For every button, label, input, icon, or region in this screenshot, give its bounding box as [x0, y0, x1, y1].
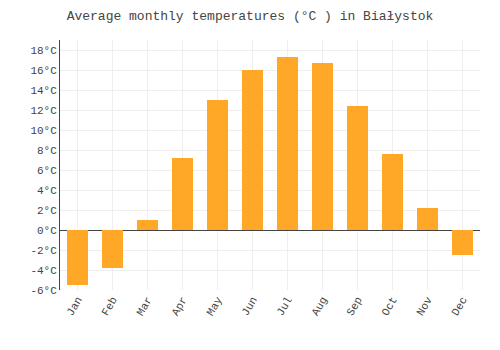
- svg-text:16°C: 16°C: [30, 65, 57, 77]
- svg-text:Average monthly temperatures (: Average monthly temperatures (°C ) in Bi…: [67, 9, 434, 24]
- svg-text:4°C: 4°C: [37, 185, 57, 197]
- svg-text:2°C: 2°C: [37, 205, 57, 217]
- svg-text:18°C: 18°C: [30, 45, 57, 57]
- svg-text:-2°C: -2°C: [30, 245, 57, 257]
- svg-text:Nov: Nov: [415, 294, 435, 317]
- svg-text:10°C: 10°C: [30, 125, 57, 137]
- svg-text:May: May: [205, 294, 225, 317]
- svg-text:Aug: Aug: [310, 295, 330, 318]
- svg-text:14°C: 14°C: [30, 85, 57, 97]
- svg-text:0°C: 0°C: [37, 225, 57, 237]
- svg-text:12°C: 12°C: [30, 105, 57, 117]
- svg-text:6°C: 6°C: [37, 165, 57, 177]
- svg-text:8°C: 8°C: [37, 145, 57, 157]
- svg-text:Apr: Apr: [170, 295, 190, 318]
- svg-text:Sep: Sep: [345, 295, 365, 318]
- svg-text:Dec: Dec: [450, 295, 470, 318]
- svg-text:-6°C: -6°C: [30, 285, 57, 297]
- svg-text:-4°C: -4°C: [30, 265, 57, 277]
- svg-text:Jul: Jul: [275, 295, 295, 318]
- svg-text:Mar: Mar: [135, 295, 155, 318]
- svg-text:Jan: Jan: [65, 295, 85, 318]
- svg-text:Jun: Jun: [240, 295, 260, 318]
- svg-text:Feb: Feb: [100, 295, 120, 318]
- svg-text:Oct: Oct: [380, 295, 400, 318]
